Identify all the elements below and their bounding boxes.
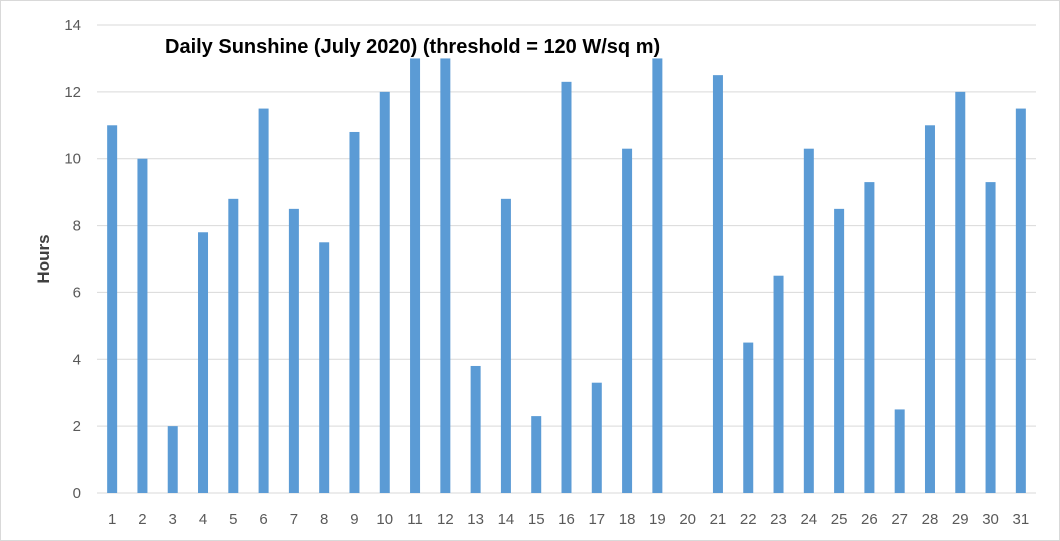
bar-day-15 <box>531 416 542 493</box>
bar-day-16 <box>561 81 572 493</box>
y-tick-label: 6 <box>73 284 81 301</box>
y-tick-label: 8 <box>73 218 81 235</box>
y-tick-label: 2 <box>73 418 81 435</box>
x-tick-label: 23 <box>770 511 787 528</box>
x-tick-label: 16 <box>558 511 575 528</box>
bar-day-28 <box>924 125 935 493</box>
x-tick-label: 20 <box>679 511 696 528</box>
x-tick-label: 27 <box>891 511 908 528</box>
x-tick-label: 12 <box>437 511 454 528</box>
bar-day-27 <box>894 409 905 493</box>
y-tick-label: 4 <box>73 351 81 368</box>
bar-day-17 <box>591 382 602 493</box>
bar-day-22 <box>743 342 754 493</box>
bar-day-1 <box>107 125 118 493</box>
bar-day-26 <box>864 182 875 494</box>
x-tick-label: 4 <box>199 511 207 528</box>
y-axis-title: Hours <box>34 234 53 283</box>
x-tick-label: 18 <box>619 511 636 528</box>
y-tick-label: 0 <box>73 485 81 502</box>
x-tick-label: 15 <box>528 511 545 528</box>
x-tick-label: 17 <box>588 511 605 528</box>
bar-day-2 <box>137 158 148 493</box>
bar-day-21 <box>712 75 723 493</box>
bar-day-29 <box>955 91 966 494</box>
bar-day-8 <box>319 242 330 493</box>
bar-day-12 <box>440 58 451 494</box>
bar-day-25 <box>834 208 845 494</box>
x-tick-label: 10 <box>376 511 393 528</box>
x-tick-label: 26 <box>861 511 878 528</box>
x-tick-label: 30 <box>982 511 999 528</box>
bar-day-24 <box>803 148 814 493</box>
bar-day-6 <box>258 108 269 493</box>
bar-day-11 <box>410 58 421 494</box>
chart-title: Daily Sunshine (July 2020) (threshold = … <box>165 36 660 58</box>
bar-day-23 <box>773 275 784 493</box>
x-tick-label: 28 <box>922 511 939 528</box>
bar-day-19 <box>652 58 663 494</box>
y-tick-label: 10 <box>64 151 81 168</box>
bar-day-14 <box>500 198 511 493</box>
x-tick-label: 9 <box>350 511 358 528</box>
x-tick-label: 24 <box>800 511 817 528</box>
bar-day-10 <box>379 91 390 494</box>
bars <box>107 58 1026 494</box>
bar-day-7 <box>288 208 299 494</box>
x-tick-label: 13 <box>467 511 484 528</box>
bar-day-3 <box>167 426 178 493</box>
y-tick-label: 12 <box>64 84 81 101</box>
x-tick-label: 8 <box>320 511 328 528</box>
x-tick-label: 6 <box>259 511 267 528</box>
bar-day-31 <box>1015 108 1026 493</box>
bar-day-18 <box>622 148 633 493</box>
bar-day-5 <box>228 198 239 493</box>
bar-day-30 <box>985 182 996 494</box>
x-tick-label: 29 <box>952 511 969 528</box>
x-tick-label: 31 <box>1013 511 1030 528</box>
x-tick-label: 7 <box>290 511 298 528</box>
x-axis-ticks: 1 2 3 4 5 6 7 8 9 10 11 12 13 14 15 16 17 18 19 20 21 22 23 24 2… <box>108 511 1029 528</box>
x-tick-label: 21 <box>710 511 727 528</box>
x-tick-label: 1 <box>108 511 116 528</box>
y-tick-label: 14 <box>64 17 81 34</box>
x-tick-label: 22 <box>740 511 757 528</box>
bar-day-9 <box>349 131 360 493</box>
bar-day-13 <box>470 365 481 493</box>
y-axis-ticks: 0 2 4 6 8 10 12 14 <box>64 17 81 502</box>
x-tick-label: 14 <box>498 511 515 528</box>
x-tick-label: 25 <box>831 511 848 528</box>
x-tick-label: 11 <box>407 511 423 528</box>
x-tick-label: 5 <box>229 511 237 528</box>
x-tick-label: 19 <box>649 511 666 528</box>
x-tick-label: 3 <box>169 511 177 528</box>
x-tick-label: 2 <box>138 511 146 528</box>
bar-day-4 <box>198 232 209 493</box>
